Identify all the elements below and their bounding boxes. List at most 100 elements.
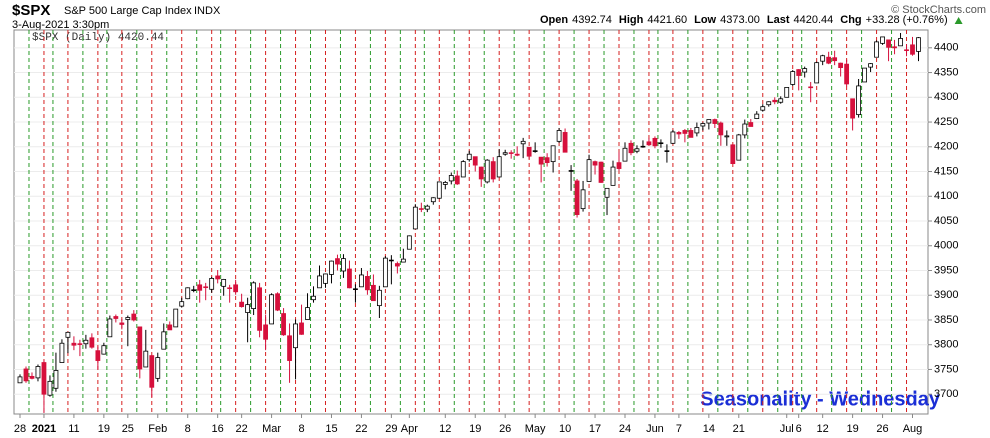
candle-body [17,376,23,384]
x-tick-label: 6 [796,423,802,435]
candle-body [466,153,472,161]
candle-body [430,197,436,203]
candle-body [149,355,155,388]
candle-body [371,284,376,302]
candle-body [365,276,370,291]
candle-body [35,366,41,379]
candle-body [790,71,796,85]
candle-body [712,119,718,124]
candle-body [472,156,478,166]
candle-body [191,289,197,291]
credit: © StockCharts.com [891,4,986,16]
x-tick-label: May [525,423,546,435]
candle-body [239,301,245,308]
candle-body [305,307,310,320]
candle-body [514,153,520,156]
candle-body [820,55,826,62]
quote-label: Last [767,14,790,26]
candle-body [868,63,873,68]
x-tick-label: Jun [646,423,664,435]
candle-body [898,38,903,47]
x-tick-label: 19 [469,423,481,435]
candle-body [910,44,915,55]
x-tick-label: 16 [212,423,224,435]
candle-body [394,263,400,267]
candle-body [748,122,754,127]
x-tick-label: 19 [846,423,858,435]
candle-body [41,362,47,395]
candle-body [257,287,263,331]
candle-body [562,132,568,153]
x-tick-label: 2021 [32,423,56,435]
candle-body [203,286,209,289]
candle-body [65,331,71,338]
candle-body [520,140,526,145]
candle-body [173,308,179,328]
candle-body [53,370,59,389]
candle-body [161,331,167,350]
candle-body [388,259,394,262]
candle-body [622,147,628,162]
y-tick-label: 3800 [934,339,958,351]
candle-body [311,295,316,301]
candle-body [233,284,239,293]
y-tick-label: 4150 [934,165,958,177]
candle-body [508,152,514,154]
y-tick-label: 4200 [934,141,958,153]
candle-body [209,278,215,290]
y-tick-label: 3750 [934,363,958,375]
candle-body [784,87,790,98]
candle-body [640,145,646,148]
candle-body [544,157,550,164]
quote-value: 4420.44 [794,14,834,26]
candle-body [101,345,107,355]
candle-body [802,68,808,73]
candle-body [724,135,730,138]
candle-body [406,235,412,250]
candle-body [197,284,203,291]
y-tick-label: 4050 [934,215,958,227]
x-tick-label: Apr [401,423,418,435]
x-tick-label: 19 [98,423,110,435]
candle-body [442,182,448,185]
x-tick-label: 22 [236,423,248,435]
x-tick-label: 26 [876,423,888,435]
candle-body [682,130,688,134]
x-tick-label: 22 [355,423,367,435]
candle-body [664,150,670,152]
date: 3-Aug-2021 3:30pm [12,19,109,31]
quote-label: Open [540,14,568,26]
candle-body [772,99,778,103]
quote-value: 4373.00 [720,14,760,26]
candle-body [125,317,131,320]
candle-body [275,293,280,311]
candle-body [317,275,322,289]
change-arrow [954,17,963,24]
candle-body [484,159,490,183]
candle-body [460,161,466,178]
plot-frame [13,29,929,415]
candle-body [281,313,286,336]
candle-body [688,130,694,138]
y-tick-label: 4000 [934,240,958,252]
candle-body [251,282,257,309]
candle-body [694,127,700,134]
x-tick-label: 8 [298,423,304,435]
candle-body [880,36,885,44]
x-tick-label: Feb [148,423,167,435]
candle-body [826,56,832,64]
y-tick-label: 4400 [934,42,958,54]
candle-body [269,294,274,325]
candle-body [814,62,820,84]
quote-value: 4421.60 [647,14,687,26]
candle-body [454,175,460,185]
candle-body [706,119,712,124]
x-tick-label: 24 [619,423,631,435]
candle-body [832,57,838,62]
x-tick-label: 12 [817,423,829,435]
candle-body [634,148,640,152]
x-tick-label: 8 [185,423,191,435]
candle-body [167,324,173,331]
y-tick-label: 4300 [934,91,958,103]
